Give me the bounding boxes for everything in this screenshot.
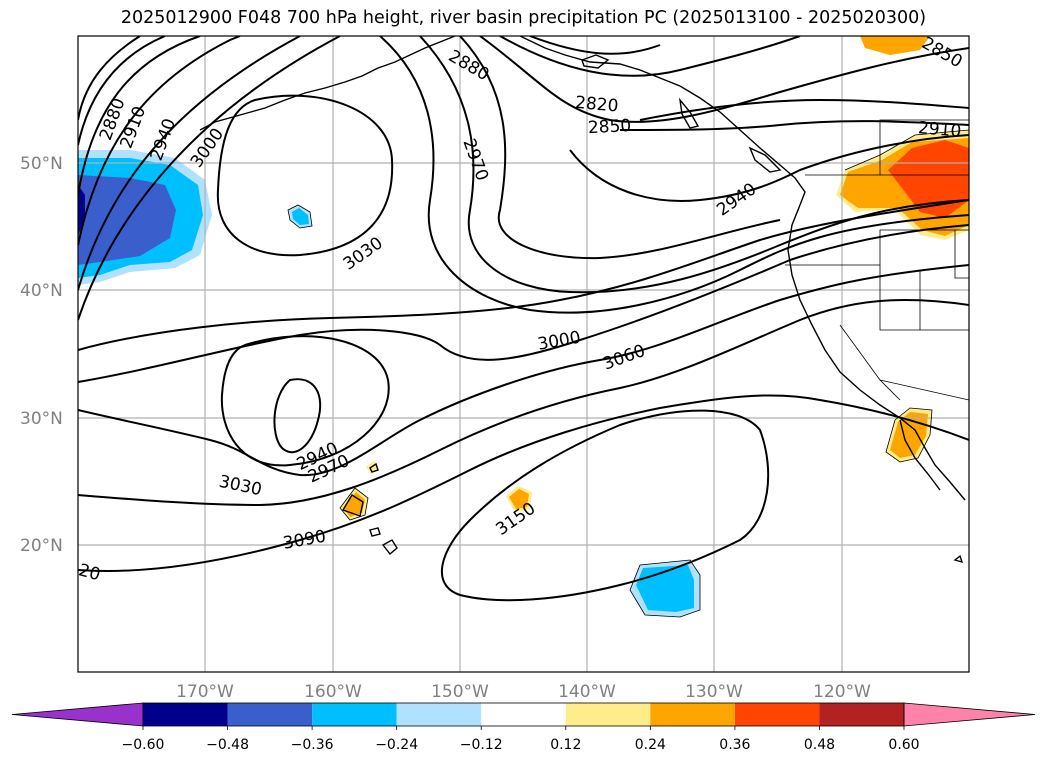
lat-label: 30°N	[20, 409, 63, 429]
lon-label: 140°W	[558, 682, 616, 702]
colorbar-segment	[143, 703, 228, 726]
map-area	[78, 36, 969, 672]
coastlines	[199, 36, 966, 564]
colorbar-segment	[227, 703, 313, 726]
map-frame	[77, 35, 970, 673]
colorbar-segment	[650, 703, 735, 726]
lon-label: 150°W	[431, 682, 489, 702]
colorbar-tick-label: 0.36	[719, 737, 750, 753]
colorbar-segment	[396, 703, 482, 726]
colorbar-tick-label: −0.36	[291, 737, 334, 753]
longitude-labels: 170°W 160°W 150°W 140°W 130°W 120°W	[176, 682, 871, 702]
colorbar-segment	[734, 703, 820, 726]
precip-shading	[78, 36, 969, 617]
colorbar-tick-label: 0.48	[804, 737, 835, 753]
lon-label: 160°W	[304, 682, 362, 702]
lat-label: 40°N	[20, 281, 63, 301]
colorbar-tick-label: −0.12	[460, 737, 503, 753]
colorbar-extend-high	[903, 702, 1036, 727]
colorbar-tick-label: 0.60	[888, 737, 919, 753]
colorbar-tick-label: 0.24	[635, 737, 666, 753]
lat-label: 20°N	[20, 536, 63, 556]
contour-label: 2820	[574, 93, 619, 117]
colorbar-extend-low	[11, 702, 144, 727]
lon-label: 120°W	[813, 682, 871, 702]
colorbar-segment	[312, 703, 397, 726]
colorbar-segment	[481, 703, 566, 726]
contour-label: 2910	[917, 118, 962, 142]
contour-label: 2850	[587, 116, 631, 138]
latitude-labels: 50°N 40°N 30°N 20°N	[20, 154, 63, 556]
colorbar: −0.60 −0.48 −0.36 −0.24 −0.12 0.12 0.24 0.36 0.4…	[11, 702, 1036, 753]
lat-label: 50°N	[20, 154, 63, 174]
lon-label: 170°W	[176, 682, 234, 702]
colorbar-segment	[819, 703, 904, 726]
colorbar-frame	[142, 702, 905, 727]
colorbar-tick-label: 0.12	[550, 737, 581, 753]
lon-label: 130°W	[685, 682, 743, 702]
colorbar-tick-label: −0.60	[122, 737, 165, 753]
colorbar-tick-label: −0.24	[375, 737, 418, 753]
precip-outlines	[287, 129, 969, 618]
contour-label: 20	[76, 560, 102, 585]
height-contours	[78, 36, 969, 602]
map-title: 2025012900 F048 700 hPa height, river ba…	[120, 8, 927, 28]
colorbar-segment	[565, 703, 651, 726]
political-borders	[785, 119, 969, 401]
colorbar-tick-label: −0.48	[206, 737, 249, 753]
graticule	[78, 36, 969, 672]
